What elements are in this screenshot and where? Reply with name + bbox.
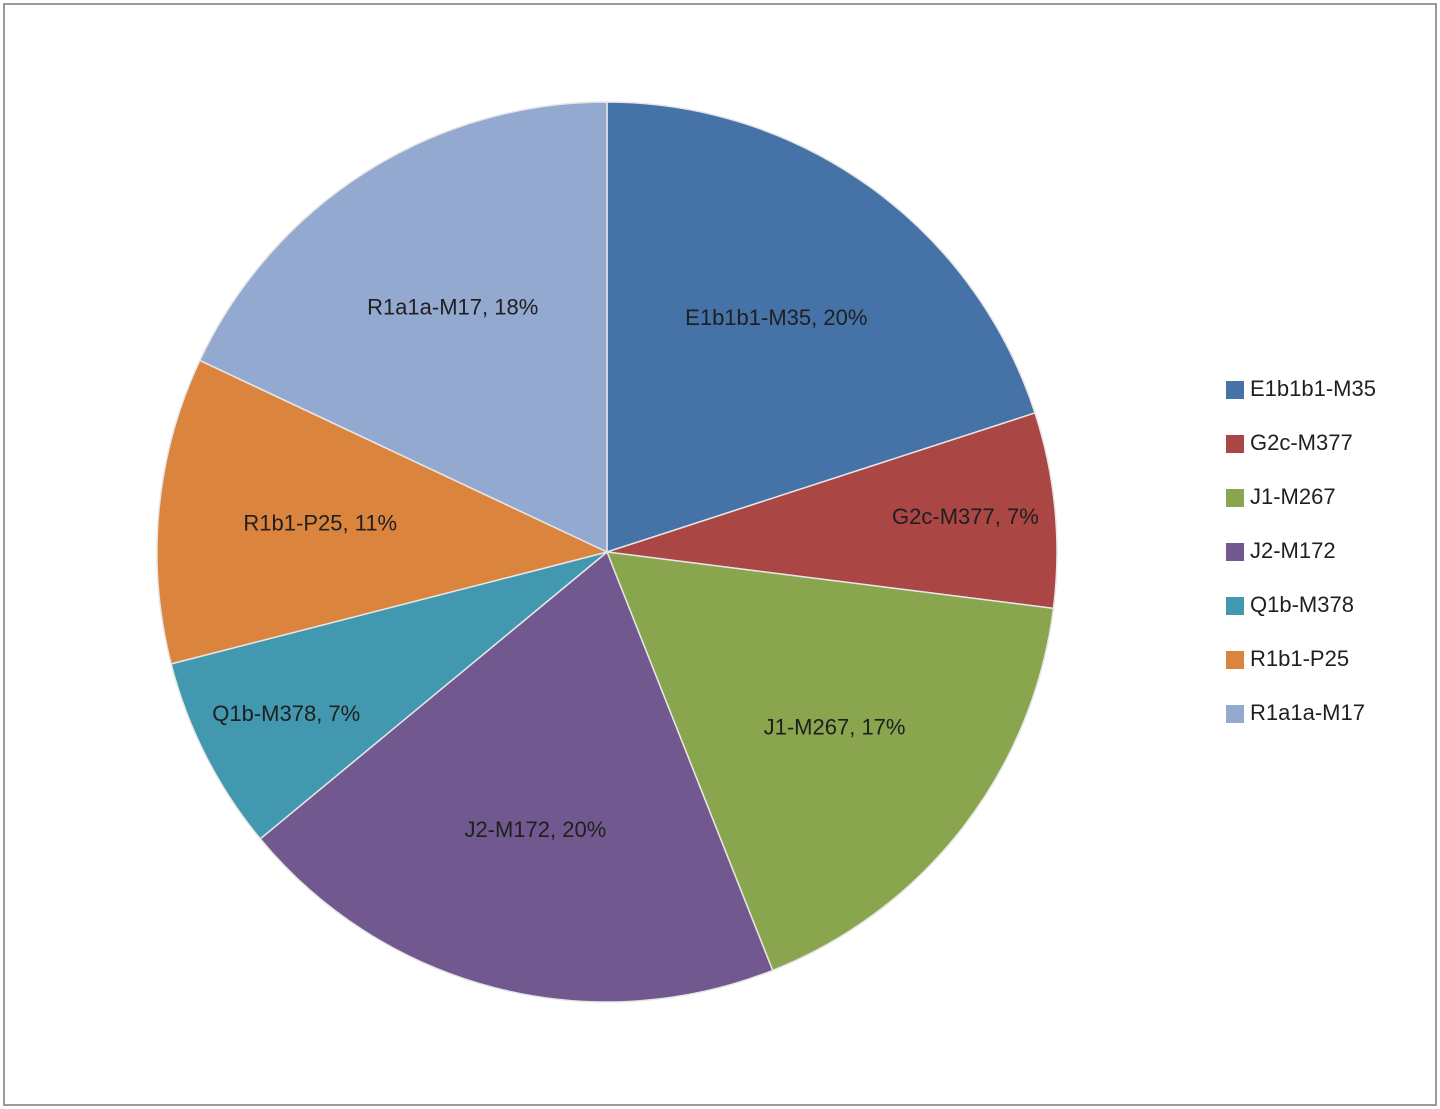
pie-slice xyxy=(259,550,774,1003)
legend-label: Q1b-M378 xyxy=(1250,592,1354,617)
pie-slice xyxy=(606,411,1058,610)
legend-swatch xyxy=(1226,543,1244,561)
legend-swatch xyxy=(1226,435,1244,453)
data-label: Q1b-M378, 7% xyxy=(212,701,360,726)
legend-swatch xyxy=(1226,597,1244,615)
legend-label: G2c-M377 xyxy=(1250,430,1353,455)
pie-slice xyxy=(170,551,608,840)
data-label: J2-M172, 20% xyxy=(464,817,606,842)
legend-swatch xyxy=(1226,651,1244,669)
pie-slice xyxy=(156,359,610,665)
legend-label: R1a1a-M17 xyxy=(1250,700,1365,725)
data-label: R1a1a-M17, 18% xyxy=(367,295,538,320)
legend-swatch xyxy=(1226,705,1244,723)
legend-label: J1-M267 xyxy=(1250,484,1336,509)
pie-slice xyxy=(606,101,1036,554)
data-label: J1-M267, 17% xyxy=(764,714,906,739)
legend-label: E1b1b1-M35 xyxy=(1250,376,1376,401)
legend-swatch xyxy=(1226,489,1244,507)
pie-slice xyxy=(605,551,1055,972)
legend-label: J2-M172 xyxy=(1250,538,1336,563)
pie-slice xyxy=(198,101,608,554)
legend-label: R1b1-P25 xyxy=(1250,646,1349,671)
data-label: G2c-M377, 7% xyxy=(892,504,1039,529)
data-label: E1b1b1-M35, 20% xyxy=(685,305,867,330)
legend-swatch xyxy=(1226,381,1244,399)
data-label: R1b1-P25, 11% xyxy=(243,511,397,536)
